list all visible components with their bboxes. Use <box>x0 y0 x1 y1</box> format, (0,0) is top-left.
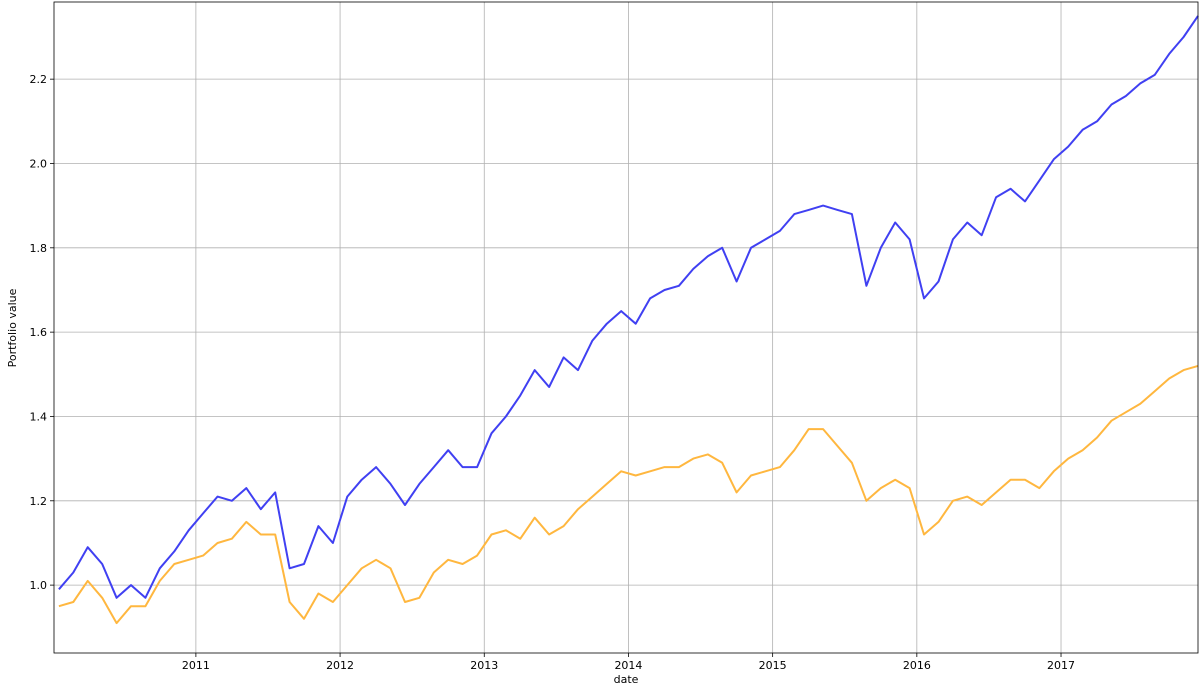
series-line <box>58 15 1199 599</box>
y-tick-label: 1.8 <box>30 242 48 255</box>
x-tick-label: 2013 <box>470 659 498 672</box>
y-tick-label: 1.2 <box>30 495 48 508</box>
y-tick-label: 2.2 <box>30 73 48 86</box>
x-tick-label: 2012 <box>326 659 354 672</box>
x-tick-label: 2011 <box>182 659 210 672</box>
series-line <box>58 364 1199 625</box>
x-tick-label: 2017 <box>1047 659 1075 672</box>
x-tick-label: 2014 <box>614 659 642 672</box>
y-tick-label: 1.4 <box>30 410 48 423</box>
y-tick-label: 2.0 <box>30 157 48 170</box>
x-tick-label: 2015 <box>759 659 787 672</box>
y-tick-label: 1.0 <box>30 579 48 592</box>
x-tick-label: 2016 <box>903 659 931 672</box>
x-axis-label: date <box>614 673 639 686</box>
plot-frame <box>53 1 1199 654</box>
y-axis-label: Portfolio value <box>6 288 19 367</box>
y-tick-label: 1.6 <box>30 326 48 339</box>
